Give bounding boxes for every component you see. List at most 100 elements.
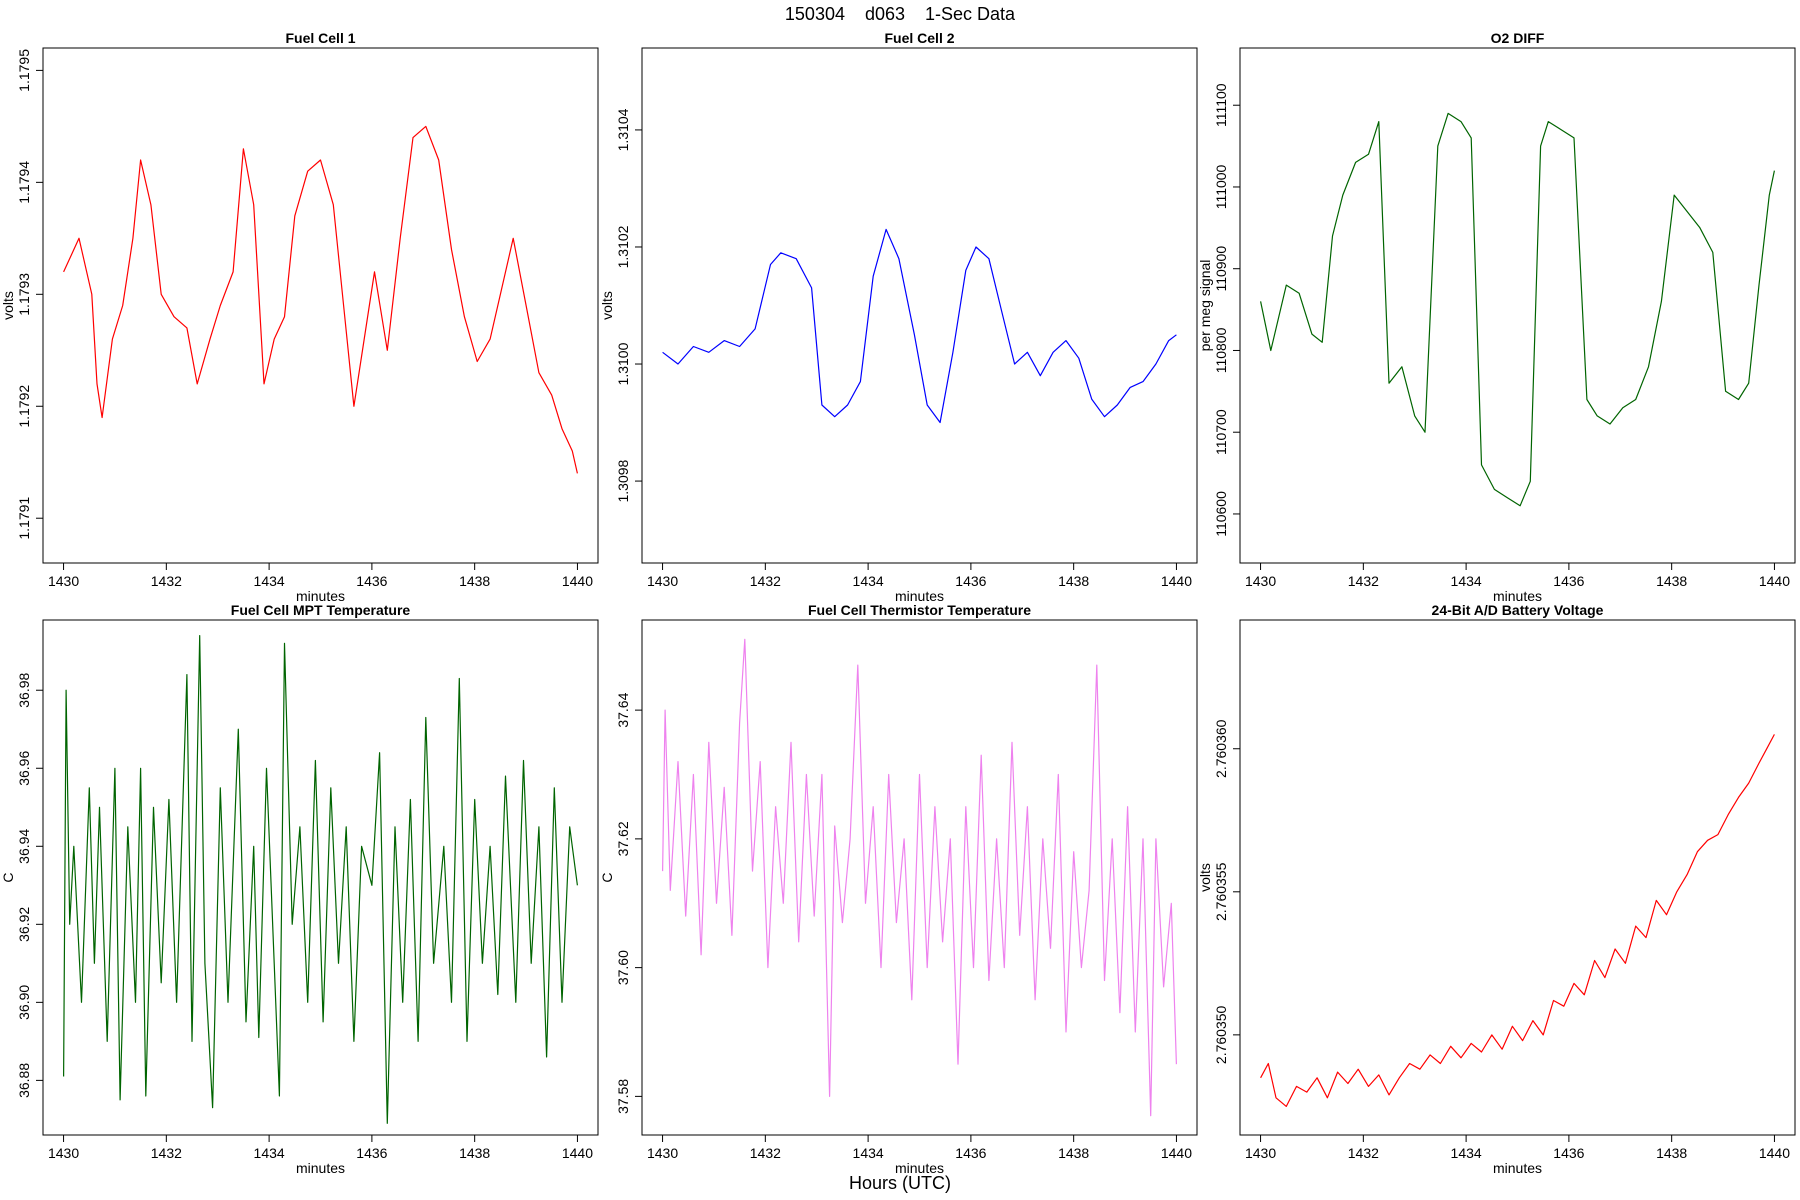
panel-title: 24-Bit A/D Battery Voltage [1432,602,1604,618]
x-axis-label: minutes [296,588,345,604]
panel-title: Fuel Cell 1 [285,30,355,46]
y-tick-label: 1.3098 [615,459,631,502]
x-tick-label: 1434 [254,1145,285,1161]
y-tick-label: 37.58 [615,1079,631,1114]
x-tick-label: 1430 [48,1145,79,1161]
panel-title: Fuel Cell 2 [884,30,954,46]
x-tick-label: 1434 [853,1145,884,1161]
y-tick-label: 1.3104 [615,108,631,151]
x-tick-label: 1432 [750,1145,781,1161]
y-tick-label: 1.1791 [16,497,32,540]
plot-frame [42,47,599,564]
x-tick-label: 1430 [48,573,79,589]
x-axis-label: minutes [1493,588,1542,604]
y-tick-label: 1.3102 [615,225,631,268]
y-tick-label: 110600 [1213,491,1229,537]
x-tick-label: 1438 [459,1145,490,1161]
x-tick-label: 1436 [1553,573,1584,589]
chart-panel-6: 24-Bit A/D Battery Voltage 1430 1432 1434 14… [1197,602,1796,1176]
chart-panel-5: Fuel Cell Thermistor Temperature 1430 1432… [599,602,1198,1176]
y-tick-label: 1.1795 [16,49,32,92]
x-tick-label: 1434 [853,573,884,589]
y-tick-label: 2.760355 [1213,862,1229,921]
panel-title: Fuel Cell Thermistor Temperature [808,602,1031,618]
y-tick-label: 37.62 [615,821,631,856]
figure-title: 150304 d063 1-Sec Data [785,4,1016,24]
x-axis-label: minutes [895,588,944,604]
x-tick-label: 1440 [1161,573,1192,589]
x-tick-label: 1438 [1656,573,1687,589]
x-tick-label: 1440 [1161,1145,1192,1161]
x-tick-label: 1434 [1451,1145,1482,1161]
series-line [63,125,578,474]
y-tick-label: 36.92 [16,907,32,942]
y-tick-label: 110800 [1213,327,1229,373]
x-tick-label: 1430 [647,573,678,589]
x-tick-label: 1440 [1759,1145,1790,1161]
chart-panel-3: O2 DIFF 1430 1432 1434 1436 1438 1440 minutes 11… [1197,30,1796,604]
x-tick-label: 1436 [1553,1145,1584,1161]
series-line [662,638,1177,1117]
x-tick-label: 1432 [151,573,182,589]
x-tick-label: 1432 [1348,1145,1379,1161]
y-tick-label: 1.1793 [16,273,32,316]
x-tick-label: 1438 [459,573,490,589]
chart-panel-2: Fuel Cell 2 1430 1432 1434 1436 1438 1440 minut… [599,30,1198,604]
series-line [662,228,1177,424]
y-tick-label: 111000 [1213,164,1229,209]
x-axis-label: minutes [895,1160,944,1176]
x-tick-label: 1440 [1759,573,1790,589]
y-tick-label: 37.64 [615,692,631,727]
x-tick-label: 1436 [955,1145,986,1161]
series-line [1260,112,1775,507]
x-tick-label: 1430 [647,1145,678,1161]
x-tick-label: 1430 [1245,1145,1276,1161]
x-tick-label: 1432 [151,1145,182,1161]
y-axis-label: volts [599,291,615,320]
chart-panel-1: Fuel Cell 1 1430 1432 1434 1436 1438 1440 minut… [0,30,599,604]
panel-title: O2 DIFF [1491,30,1545,46]
y-tick-label: 1.3100 [615,342,631,385]
y-axis-label: per meg signal [1197,260,1213,352]
y-tick-label: 111100 [1213,83,1229,127]
x-tick-label: 1436 [955,573,986,589]
y-tick-label: 36.90 [16,985,32,1020]
chart-panels: Fuel Cell 1 1430 1432 1434 1436 1438 1440 minut… [0,30,1796,1176]
y-tick-label: 36.98 [16,673,32,708]
series-line [1260,734,1775,1108]
x-axis-label: minutes [1493,1160,1542,1176]
x-tick-label: 1432 [750,573,781,589]
y-tick-label: 2.760350 [1213,1005,1229,1064]
x-tick-label: 1436 [356,1145,387,1161]
y-tick-label: 2.760360 [1213,719,1229,778]
y-tick-label: 110900 [1213,246,1229,292]
y-tick-label: 36.94 [16,829,32,864]
y-tick-label: 1.1792 [16,385,32,428]
y-tick-label: 36.96 [16,751,32,786]
y-tick-label: 36.88 [16,1063,32,1098]
x-tick-label: 1436 [356,573,387,589]
y-tick-label: 1.1794 [16,161,32,204]
x-tick-label: 1430 [1245,573,1276,589]
y-tick-label: 110700 [1213,409,1229,455]
chart-panel-4: Fuel Cell MPT Temperature 1430 1432 1434 143… [0,602,599,1176]
x-axis-label: minutes [296,1160,345,1176]
x-tick-label: 1434 [1451,573,1482,589]
plot-frame [1239,47,1796,564]
y-tick-label: 37.60 [615,950,631,985]
x-tick-label: 1440 [562,1145,593,1161]
x-tick-label: 1440 [562,573,593,589]
panel-title: Fuel Cell MPT Temperature [231,602,411,618]
y-axis-label: C [599,872,615,882]
x-tick-label: 1438 [1058,573,1089,589]
series-line [63,634,578,1124]
y-axis-label: C [0,872,16,882]
plot-frame [1239,619,1796,1136]
plot-frame [641,47,1198,564]
y-axis-label: volts [0,291,16,320]
x-tick-label: 1438 [1656,1145,1687,1161]
figure-footer: Hours (UTC) [849,1173,951,1193]
x-tick-label: 1434 [254,573,285,589]
x-tick-label: 1438 [1058,1145,1089,1161]
